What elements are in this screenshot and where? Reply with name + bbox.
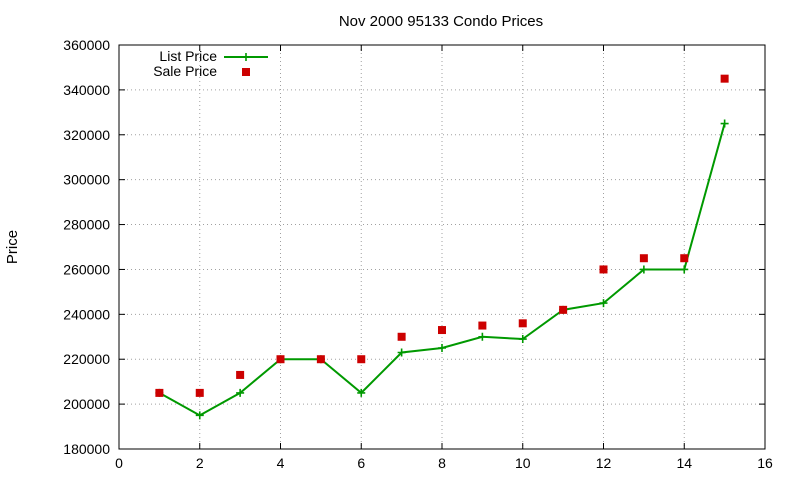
x-tick-label: 2 <box>196 455 204 471</box>
sale-price-point <box>236 370 245 379</box>
x-tick-label: 10 <box>515 455 531 471</box>
x-tick-label: 14 <box>676 455 692 471</box>
list-price-point <box>397 348 406 357</box>
sale-price-point <box>438 326 446 335</box>
legend-sample-sale-price-marker <box>242 68 250 76</box>
y-tick-label: 360000 <box>63 37 110 53</box>
x-tick-label: 4 <box>277 455 285 471</box>
y-tick-label: 260000 <box>63 261 110 277</box>
y-tick-label: 300000 <box>63 172 110 188</box>
list-price-point <box>639 265 648 274</box>
sale-price-point <box>397 332 406 341</box>
sale-price-point <box>599 265 608 274</box>
y-tick-label: 180000 <box>63 441 110 457</box>
y-tick-label: 240000 <box>63 306 110 322</box>
y-tick-label: 220000 <box>63 351 110 367</box>
sale-price-point <box>720 74 729 83</box>
list-price-point <box>478 332 487 341</box>
sale-price-point <box>559 305 568 314</box>
x-tick-label: 0 <box>115 455 123 471</box>
x-tick-label: 6 <box>357 455 365 471</box>
list-price-point <box>599 299 608 308</box>
list-price-point <box>720 119 729 128</box>
x-tick-label: 8 <box>438 455 446 471</box>
sale-price-point <box>276 355 285 364</box>
list-price-point <box>680 265 689 274</box>
list-price-point <box>518 335 527 344</box>
sale-price-point <box>680 254 689 263</box>
sale-price-point <box>478 321 487 330</box>
sale-price-point <box>639 254 648 263</box>
sale-price-point <box>155 388 164 397</box>
sale-price-point <box>518 319 527 328</box>
chart-title: Nov 2000 95133 Condo Prices <box>339 13 543 30</box>
sale-price-point <box>195 388 204 397</box>
legend-label-sale-price: Sale Price <box>153 63 217 79</box>
y-tick-label: 340000 <box>63 82 110 98</box>
list-price-point <box>195 411 204 420</box>
list-price-point <box>438 344 446 352</box>
x-tick-label: 12 <box>596 455 612 471</box>
axis-ticks: 0 2 4 6 8 10 12 14 16 180000 200000 220000 240000 260… <box>63 37 773 471</box>
y-tick-label: 280000 <box>63 217 110 233</box>
sale-price-point <box>357 355 366 364</box>
list-price-point <box>236 388 245 397</box>
grid <box>119 45 765 449</box>
legend-label-list-price: List Price <box>159 48 217 64</box>
y-tick-label: 200000 <box>63 396 110 412</box>
legend-sample-list-price-marker <box>242 53 250 61</box>
data-marks <box>155 74 729 420</box>
y-axis-label: Price <box>4 230 21 264</box>
sale-price-point <box>316 355 325 364</box>
y-tick-label: 320000 <box>63 127 110 143</box>
x-tick-label: 16 <box>757 455 773 471</box>
legend: List Price Sale Price <box>153 48 268 79</box>
list-price-point <box>357 388 366 397</box>
